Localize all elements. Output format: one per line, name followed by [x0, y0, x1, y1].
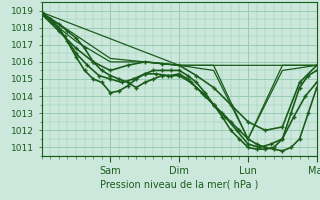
X-axis label: Pression niveau de la mer( hPa ): Pression niveau de la mer( hPa ): [100, 179, 258, 189]
